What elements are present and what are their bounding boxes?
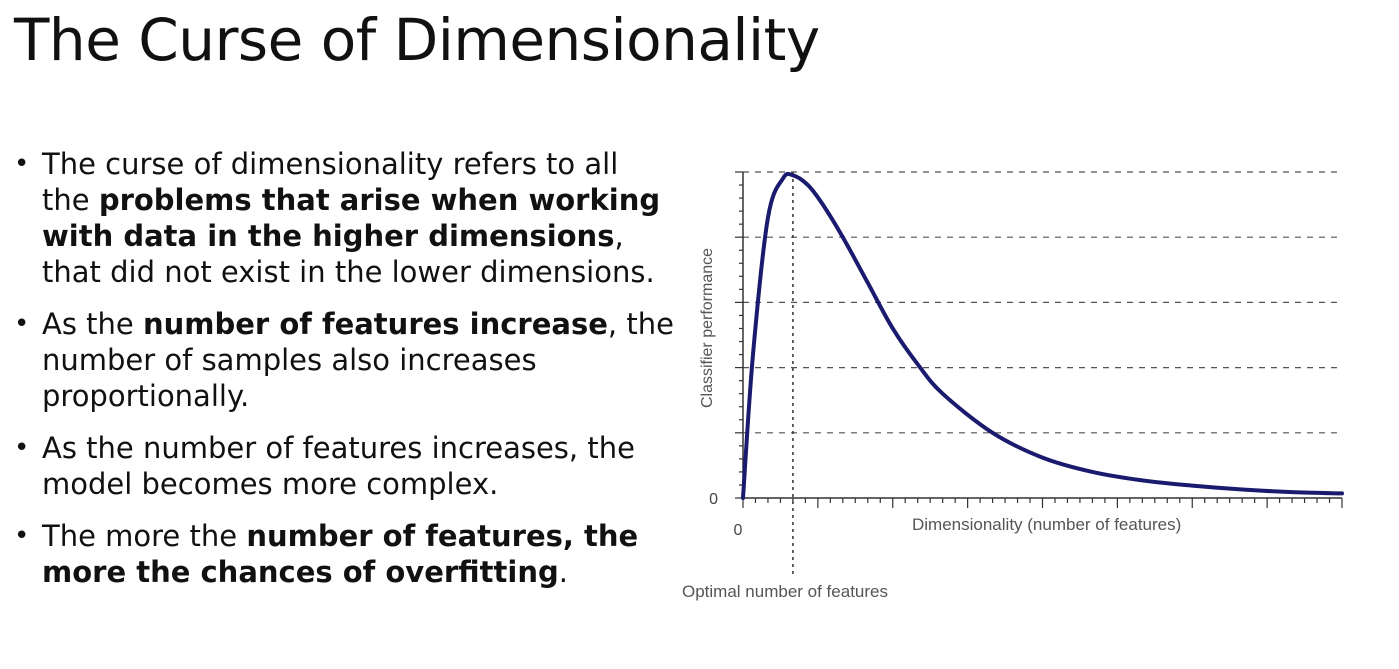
optimal-features-annotation: Optimal number of features (682, 582, 888, 601)
bullet-bold-text: number of features increase (142, 307, 608, 341)
bullet-bold-text: problems that arise when working with da… (42, 183, 661, 253)
bullet-item: • The more the number of features, the mo… (14, 518, 674, 590)
x-axis-label: Dimensionality (number of features) (912, 515, 1181, 534)
x-tick-label: 0 (734, 522, 743, 539)
bullet-text: . (558, 555, 568, 589)
bullet-text: , the number of samples also increases p… (42, 307, 674, 413)
slide-title: The Curse of Dimensionality (14, 6, 820, 74)
bullet-item: • The curse of dimensionality refers to a… (14, 146, 674, 290)
bullet-dot-icon: • (14, 433, 30, 463)
bullet-item: • As the number of features increases, th… (14, 430, 674, 502)
bullet-list: • The curse of dimensionality refers to a… (14, 146, 674, 606)
bullet-item: • As the number of features increase, the… (14, 306, 674, 414)
bullet-text: As the (42, 307, 143, 341)
bullet-text: The more the (42, 519, 247, 553)
bullet-dot-icon: • (14, 149, 30, 179)
bullet-text: The curse of dimensionality refers to al… (42, 147, 619, 217)
bullet-dot-icon: • (14, 521, 30, 551)
y-axis-label: Classifier performance (699, 248, 716, 408)
bullet-text: As the number of features increases, the… (42, 431, 635, 501)
performance-chart: Classifier performance Dimensionality (n… (682, 171, 1344, 601)
performance-curve (741, 171, 1344, 500)
y-tick-label: 0 (709, 491, 718, 508)
chart-container: Classifier performance Dimensionality (n… (670, 150, 1370, 620)
bullet-text: , that did not exist in the lower dimens… (42, 219, 655, 289)
bullet-bold-text: number of features, the more the chances… (42, 519, 639, 589)
bullet-dot-icon: • (14, 309, 30, 339)
